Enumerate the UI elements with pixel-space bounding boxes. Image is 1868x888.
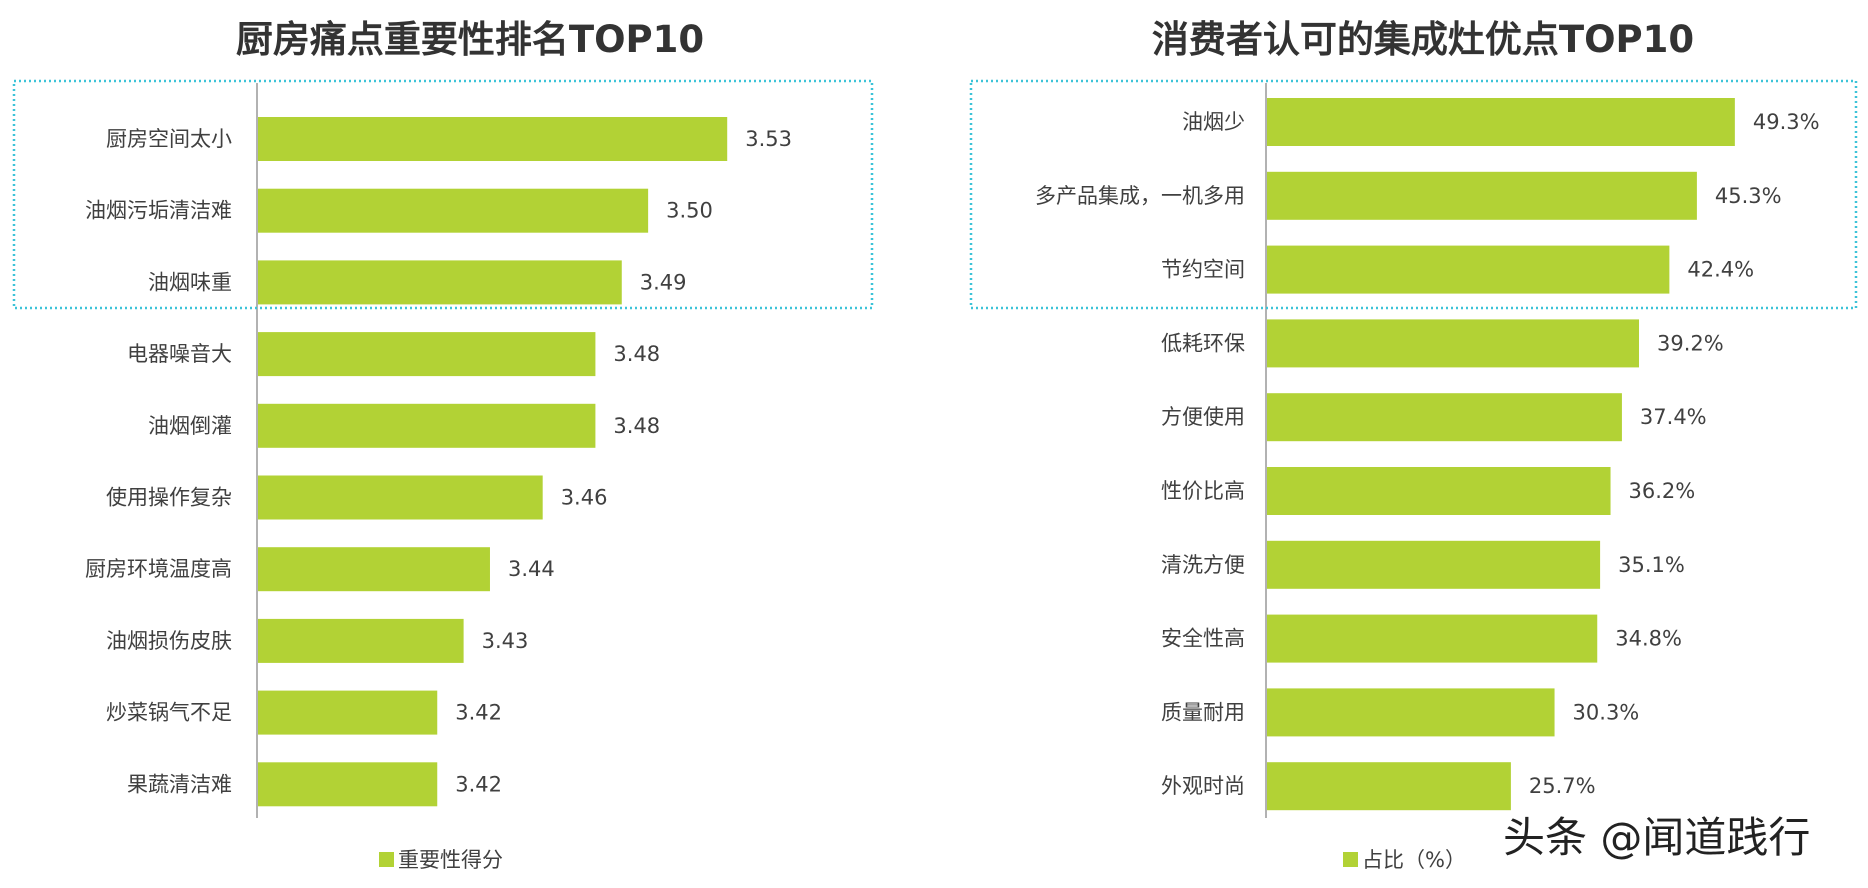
bar bbox=[258, 188, 649, 233]
data-label: 3.49 bbox=[640, 270, 687, 294]
bar bbox=[1267, 467, 1611, 515]
bar bbox=[258, 762, 438, 807]
bar bbox=[1267, 319, 1640, 368]
bar bbox=[1267, 540, 1601, 589]
data-label: 3.53 bbox=[745, 127, 792, 151]
data-label: 3.46 bbox=[561, 486, 608, 510]
category-label: 厨房空间太小 bbox=[106, 127, 232, 151]
right-legend-label: 占比（%） bbox=[1362, 848, 1466, 872]
left-legend-label: 重要性得分 bbox=[398, 848, 503, 872]
category-label: 性价比高 bbox=[1161, 479, 1245, 503]
data-label: 35.1% bbox=[1618, 553, 1685, 577]
data-label: 3.43 bbox=[482, 629, 529, 653]
category-label: 电器噪音大 bbox=[127, 342, 232, 366]
category-label: 方便使用 bbox=[1161, 405, 1245, 429]
bar bbox=[258, 618, 464, 663]
category-label: 炒菜锅气不足 bbox=[106, 701, 232, 725]
bar bbox=[258, 332, 596, 377]
bar bbox=[258, 260, 622, 305]
bar bbox=[258, 475, 543, 520]
data-label: 36.2% bbox=[1629, 479, 1696, 503]
bar bbox=[1267, 614, 1598, 663]
bar bbox=[258, 690, 438, 735]
bar bbox=[258, 117, 728, 161]
category-label: 油烟少 bbox=[1182, 110, 1245, 134]
category-label: 质量耐用 bbox=[1161, 700, 1245, 724]
data-label: 42.4% bbox=[1687, 258, 1754, 282]
data-label: 34.8% bbox=[1615, 627, 1682, 651]
category-label: 使用操作复杂 bbox=[106, 486, 232, 510]
category-label: 多产品集成，一机多用 bbox=[1035, 184, 1245, 208]
data-label: 39.2% bbox=[1657, 331, 1724, 355]
right-legend-swatch bbox=[1343, 852, 1358, 867]
data-label: 3.42 bbox=[455, 701, 502, 725]
top3-highlight-box bbox=[969, 79, 1858, 310]
bar bbox=[1267, 245, 1670, 294]
data-label: 3.50 bbox=[666, 199, 713, 223]
bar bbox=[1267, 171, 1697, 220]
right-chart: 油烟少 49.3% 多产品集成，一机多用 45.3% 节约空间 42.4% 低耗环保 39.2… bbox=[969, 79, 1858, 818]
left-chart-title: 厨房痛点重要性排名TOP10 bbox=[236, 18, 704, 61]
data-label: 3.48 bbox=[613, 342, 660, 366]
category-label: 低耗环保 bbox=[1161, 331, 1245, 355]
category-label: 厨房环境温度高 bbox=[85, 557, 232, 581]
left-chart: 厨房空间太小 3.53 油烟污垢清洁难 3.50 油烟味重 3.49 电器噪音大 3.48 油烟… bbox=[12, 79, 874, 818]
data-label: 49.3% bbox=[1753, 110, 1820, 134]
bar bbox=[1267, 762, 1511, 811]
top3-highlight-box bbox=[12, 79, 874, 310]
data-label: 3.42 bbox=[455, 772, 502, 796]
category-label: 油烟味重 bbox=[148, 270, 232, 294]
category-label: 安全性高 bbox=[1161, 627, 1245, 651]
right-chart-title: 消费者认可的集成灶优点TOP10 bbox=[1152, 18, 1694, 61]
data-label: 30.3% bbox=[1573, 700, 1640, 724]
bar bbox=[258, 403, 596, 448]
data-label: 37.4% bbox=[1640, 405, 1707, 429]
category-label: 油烟污垢清洁难 bbox=[85, 199, 232, 223]
bar bbox=[1267, 393, 1622, 442]
bar bbox=[258, 547, 490, 592]
category-label: 油烟倒灌 bbox=[148, 414, 232, 438]
category-label: 外观时尚 bbox=[1161, 774, 1245, 798]
data-label: 25.7% bbox=[1529, 774, 1596, 798]
category-label: 果蔬清洁难 bbox=[127, 772, 232, 796]
bar bbox=[1267, 98, 1735, 146]
watermark: 头条 @闻道践行 bbox=[1503, 813, 1810, 862]
category-label: 油烟损伤皮肤 bbox=[106, 629, 232, 653]
category-label: 清洗方便 bbox=[1161, 553, 1245, 577]
data-label: 3.48 bbox=[613, 414, 660, 438]
category-label: 节约空间 bbox=[1161, 258, 1245, 282]
data-label: 45.3% bbox=[1715, 184, 1782, 208]
left-legend-swatch bbox=[379, 852, 394, 867]
bar bbox=[1267, 688, 1555, 737]
data-label: 3.44 bbox=[508, 557, 555, 581]
